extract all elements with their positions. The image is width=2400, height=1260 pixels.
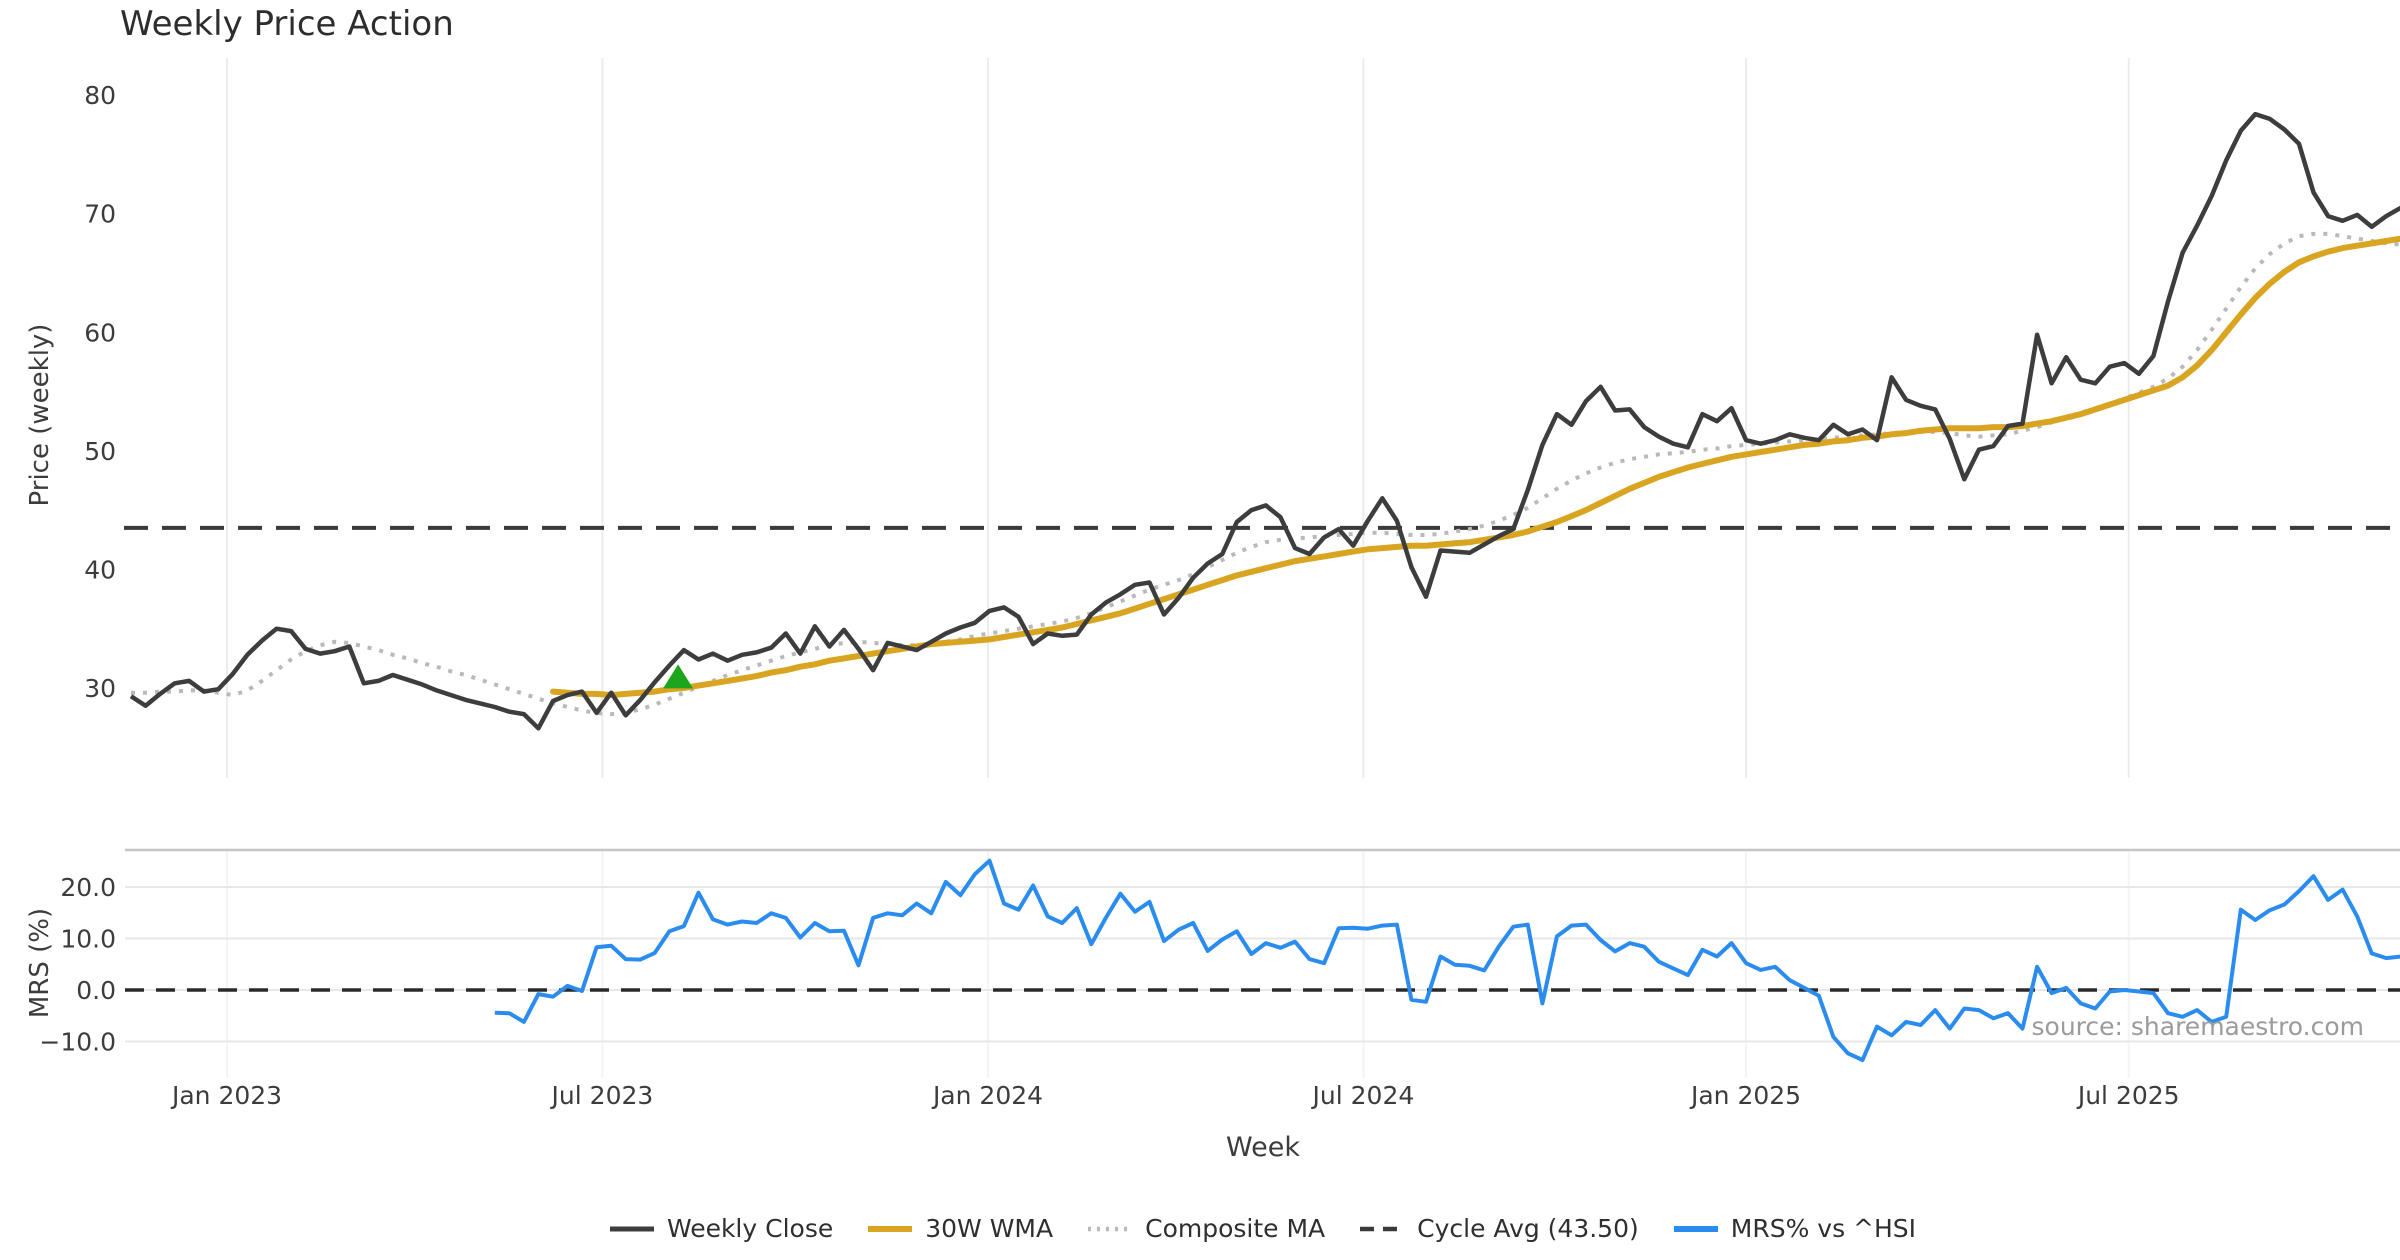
price-ytick-label: 40 [84,555,116,584]
x-axis-label: Week [1226,1132,1300,1163]
source-credit: source: sharemaestro.com [2031,1012,2365,1041]
legend-label: Composite MA [1145,1214,1326,1243]
price-axis-label: Price (weekly) [25,323,55,507]
price-ytick-label: 60 [84,318,116,347]
mrs-ytick-label: 20.0 [60,873,116,902]
composite-ma-line [131,231,2400,717]
buy-signal-marker [663,664,694,689]
legend-label: 30W WMA [925,1214,1054,1243]
page-title: Weekly Price Action [120,4,454,44]
legend-item-mrs-vs-hsi: MRS% vs ^HSI [1673,1214,1916,1243]
mrs-axis-label: MRS (%) [25,907,55,1019]
legend-item-cycle-avg-43-50: Cycle Avg (43.50) [1359,1214,1639,1243]
price-ytick-label: 70 [84,200,116,229]
mrs-ytick-label: 0.0 [76,976,116,1005]
xtick-label: Jul 2023 [550,1081,654,1110]
cycle-avg-43-50-swatch-icon [1360,1226,1405,1231]
wma-30w-line [550,235,2400,699]
price-ytick-label: 80 [84,81,116,110]
mrs-line [494,858,2400,1062]
mrs-ytick-label: −10.0 [39,1028,116,1057]
price-ytick-label: 30 [84,674,116,703]
xtick-label: Jul 2024 [1311,1081,1415,1110]
xtick-label: Jan 2024 [931,1081,1043,1110]
legend-label: Weekly Close [666,1214,834,1243]
weekly-close-line [129,111,2400,731]
chart-legend: Weekly Close 30W WMA Composite MA Cycle Avg… [125,1214,2400,1243]
weekly-close-swatch-icon [609,1226,654,1231]
legend-item-composite-ma: Composite MA [1087,1214,1325,1243]
price-ytick-label: 50 [84,437,116,466]
xtick-label: Jan 2025 [1689,1081,1801,1110]
xtick-label: Jul 2025 [2076,1081,2180,1110]
legend-label: Cycle Avg (43.50) [1417,1214,1639,1243]
mrs-ytick-label: 10.0 [60,925,116,954]
xtick-label: Jan 2023 [170,1081,282,1110]
composite-ma-swatch-icon [1088,1226,1133,1231]
legend-item-30w-wma: 30W WMA [867,1214,1053,1243]
legend-label: MRS% vs ^HSI [1730,1214,1917,1243]
legend-item-weekly-close: Weekly Close [609,1214,833,1243]
30w-wma-swatch-icon [868,1225,913,1232]
mrs-vs-hsi-swatch-icon [1673,1225,1718,1232]
